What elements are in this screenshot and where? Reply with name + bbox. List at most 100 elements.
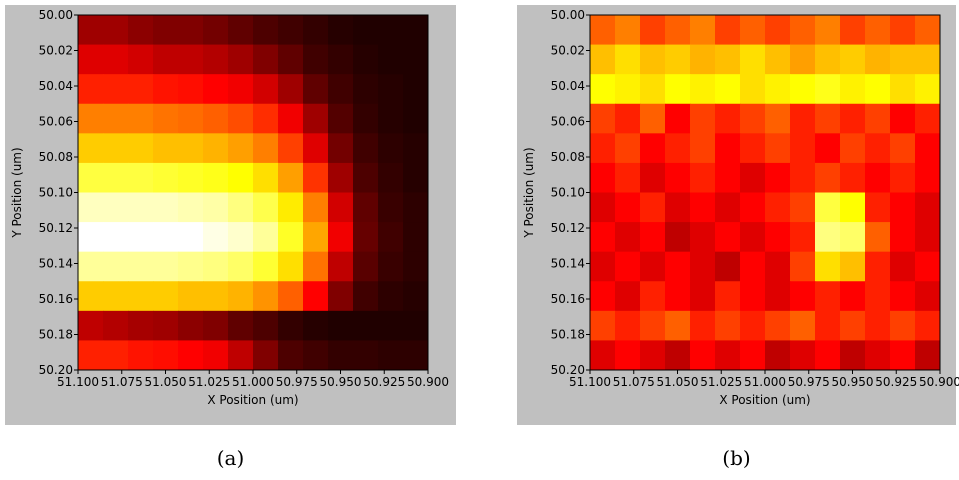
heatmap-cell bbox=[790, 251, 816, 282]
x-tick-label: 51.000 bbox=[744, 375, 786, 389]
heatmap-cell bbox=[103, 103, 129, 134]
heatmap-cell bbox=[228, 103, 254, 134]
heatmap-cell bbox=[128, 251, 154, 282]
heatmap-cell bbox=[353, 74, 379, 105]
heatmap-cell bbox=[128, 310, 154, 341]
heatmap-cell bbox=[590, 15, 616, 46]
heatmap-cell bbox=[790, 74, 816, 105]
heatmap-cell bbox=[128, 222, 154, 253]
heatmap-cell bbox=[203, 74, 229, 105]
heatmap-cell bbox=[740, 15, 766, 46]
y-tick-label: 50.02 bbox=[551, 44, 585, 58]
heatmap-cell bbox=[228, 340, 254, 371]
heatmap-cell bbox=[353, 162, 379, 193]
heatmap-cell bbox=[890, 251, 916, 282]
heatmap-cell bbox=[890, 222, 916, 253]
heatmap-cell bbox=[253, 251, 279, 282]
heatmap-cell bbox=[815, 74, 841, 105]
heatmap-cell bbox=[278, 15, 304, 46]
x-tick-label: 51.100 bbox=[569, 375, 611, 389]
y-tick-label: 50.16 bbox=[551, 292, 585, 306]
heatmap-cell bbox=[865, 251, 891, 282]
heatmap-cell bbox=[153, 44, 179, 75]
heatmap-cell bbox=[690, 222, 716, 253]
heatmap-cell bbox=[353, 281, 379, 312]
heatmap-cell bbox=[78, 281, 104, 312]
heatmap-cell bbox=[590, 103, 616, 134]
heatmap-cell bbox=[840, 103, 866, 134]
heatmap-cell bbox=[690, 340, 716, 371]
heatmap-cell bbox=[665, 133, 691, 164]
heatmap-cell bbox=[840, 251, 866, 282]
heatmap-cell bbox=[590, 133, 616, 164]
caption: (a) bbox=[217, 446, 245, 470]
heatmap-cell bbox=[665, 44, 691, 75]
heatmap-cell bbox=[815, 251, 841, 282]
heatmap-cell bbox=[865, 44, 891, 75]
heatmap-cell bbox=[615, 310, 641, 341]
heatmap-cell bbox=[915, 15, 941, 46]
heatmap-cell bbox=[690, 103, 716, 134]
heatmap-cell bbox=[378, 162, 404, 193]
heatmap-cell bbox=[253, 133, 279, 164]
heatmap-cell bbox=[303, 222, 329, 253]
heatmap-cell bbox=[353, 222, 379, 253]
heatmap-cell bbox=[765, 162, 791, 193]
heatmap-cell bbox=[78, 133, 104, 164]
heatmap-cell bbox=[890, 133, 916, 164]
heatmap-cell bbox=[128, 103, 154, 134]
heatmap-cell bbox=[203, 192, 229, 223]
heatmap-cell bbox=[403, 192, 429, 223]
heatmap-cell bbox=[153, 281, 179, 312]
heatmap-cell bbox=[590, 44, 616, 75]
heatmap-cell bbox=[815, 133, 841, 164]
heatmap-cell bbox=[178, 281, 204, 312]
heatmap-cell bbox=[403, 310, 429, 341]
heatmap-cell bbox=[378, 15, 404, 46]
heatmap-cell bbox=[615, 251, 641, 282]
heatmap-cell bbox=[790, 162, 816, 193]
heatmap-cell bbox=[865, 222, 891, 253]
heatmap-cell bbox=[640, 281, 666, 312]
heatmap-cell bbox=[128, 133, 154, 164]
heatmap-cell bbox=[253, 281, 279, 312]
heatmap-cell bbox=[690, 192, 716, 223]
heatmap-cell bbox=[278, 162, 304, 193]
heatmap-cell bbox=[615, 222, 641, 253]
heatmap-cell bbox=[303, 340, 329, 371]
heatmap-cell bbox=[178, 44, 204, 75]
y-tick-label: 50.00 bbox=[39, 8, 73, 22]
heatmap-cell bbox=[228, 162, 254, 193]
heatmap-cell bbox=[665, 15, 691, 46]
heatmap-cell bbox=[690, 74, 716, 105]
heatmap-cell bbox=[178, 162, 204, 193]
heatmap-cell bbox=[303, 15, 329, 46]
heatmap-cell bbox=[328, 222, 354, 253]
heatmap-cell bbox=[353, 133, 379, 164]
heatmap-cell bbox=[103, 44, 129, 75]
heatmap-cell bbox=[640, 251, 666, 282]
heatmap-cell bbox=[328, 340, 354, 371]
heatmap-cell bbox=[228, 15, 254, 46]
heatmap-cell bbox=[640, 222, 666, 253]
heatmap-cell bbox=[378, 281, 404, 312]
heatmap-cell bbox=[865, 310, 891, 341]
heatmap-cell bbox=[203, 44, 229, 75]
heatmap-cell bbox=[153, 15, 179, 46]
y-tick-label: 50.00 bbox=[551, 8, 585, 22]
heatmap-cell bbox=[278, 103, 304, 134]
heatmap-cell bbox=[178, 103, 204, 134]
heatmap-cell bbox=[815, 162, 841, 193]
heatmap-cell bbox=[715, 340, 741, 371]
heatmap-cell bbox=[640, 103, 666, 134]
heatmap-cell bbox=[665, 251, 691, 282]
y-axis-label: Y Position (um) bbox=[10, 147, 24, 238]
heatmap-cell bbox=[403, 15, 429, 46]
heatmap-cell bbox=[378, 310, 404, 341]
heatmap-cell bbox=[915, 74, 941, 105]
heatmap-cell bbox=[840, 162, 866, 193]
heatmap-cell bbox=[353, 251, 379, 282]
heatmap-cell bbox=[615, 74, 641, 105]
heatmap-cell bbox=[378, 133, 404, 164]
y-tick-label: 50.12 bbox=[551, 221, 585, 235]
